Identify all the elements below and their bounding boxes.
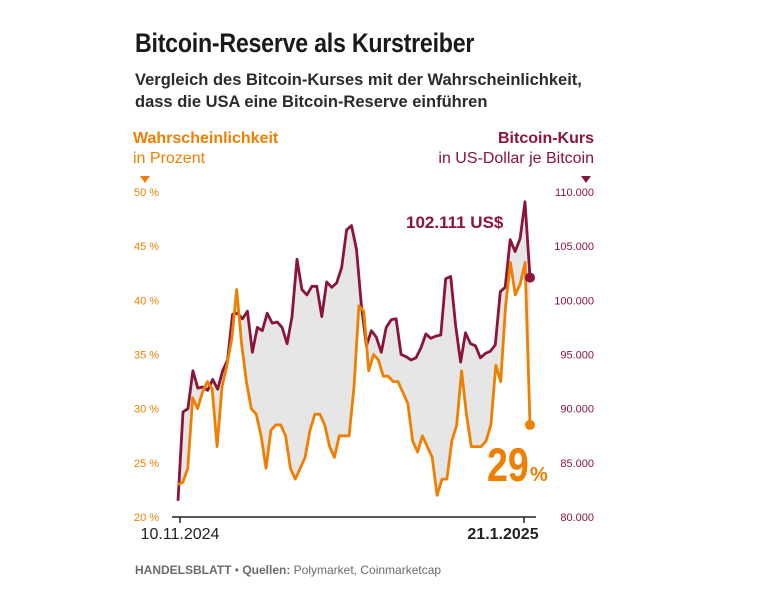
right-axis-unit: in US-Dollar je Bitcoin [438,150,594,167]
left-tick-label: 20 % [134,512,159,524]
left-tick-label: 35 % [134,350,159,362]
right-axis-marker-icon [581,176,591,183]
price-series-line [176,200,532,501]
gap-area [178,201,530,501]
chart-title: Bitcoin-Reserve als Kurstreiber [135,28,475,58]
sources-text: Polymarket, Coinmarketcap [290,563,442,577]
left-axis-title: Wahrscheinlichkeit [133,130,279,147]
footer-separator: • [231,563,243,577]
left-tick-label: 25 % [134,458,159,470]
left-axis-header: Wahrscheinlichkeit in Prozent [133,129,278,169]
probability-annotation-unit: % [530,464,548,486]
price-end-point [525,272,535,283]
right-axis-header: Bitcoin-Kurs in US-Dollar je Bitcoin [438,129,594,169]
right-axis-ticks: 80.000 85.000 90.000 95.000 100.000 105.000 11… [554,187,594,524]
left-tick-label: 45 % [134,241,159,253]
right-tick-label: 105.000 [554,241,594,253]
left-tick-label: 40 % [134,295,159,307]
right-tick-label: 80.000 [560,512,594,524]
x-label-end: 21.1.2025 [467,526,538,543]
left-tick-label: 50 % [134,187,159,199]
right-axis-title: Bitcoin-Kurs [498,130,594,147]
probability-end-point [525,419,535,430]
right-tick-label: 95.000 [560,350,594,362]
left-axis-unit: in Prozent [133,150,206,167]
source-note: HANDELSBLATT • Quellen: Polymarket, Coin… [135,563,441,577]
right-tick-label: 110.000 [555,187,594,199]
probability-annotation-value: 29 [487,439,529,492]
price-annotation: 102.111 US$ [406,213,504,232]
left-axis-ticks: 20 % 25 % 30 % 35 % 40 % 45 % 50 % [134,187,159,524]
probability-series-line [177,260,532,497]
right-tick-label: 85.000 [560,458,594,470]
left-axis-marker-icon [140,176,150,183]
x-label-start: 10.11.2024 [141,526,220,543]
publisher-name: HANDELSBLATT [135,563,232,577]
right-tick-label: 90.000 [560,404,594,416]
right-tick-label: 100.000 [554,295,594,307]
left-tick-label: 30 % [134,404,159,416]
sources-label: Quellen: [242,563,291,577]
chart-subtitle: Vergleich des Bitcoin-Kurses mit der Wah… [135,71,582,111]
